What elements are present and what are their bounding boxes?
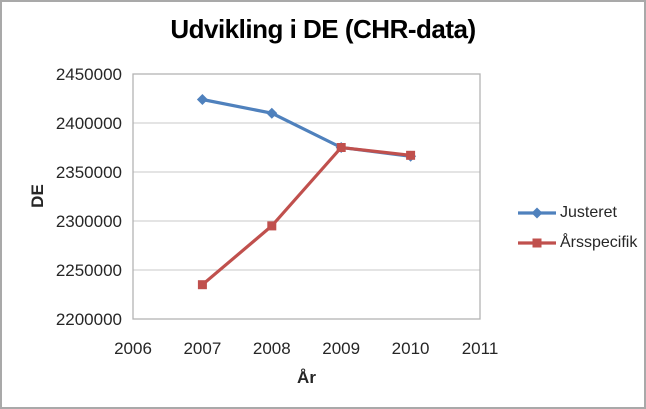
legend-entry-justeret: Justeret [518,198,637,228]
series-line-1 [201,145,411,286]
series-line-0 [202,97,411,158]
x-tick-label: 2009 [322,339,361,358]
legend-label: Justeret [560,204,617,221]
y-tick-label: 2200000 [55,309,122,329]
y-axis-title: DE [27,184,47,208]
square-marker [267,221,277,231]
x-axis-title: År [297,368,316,387]
legend-key-icon [518,238,556,248]
legend-label: Årsspecifik [560,234,638,251]
square-marker [406,150,416,160]
y-tick-label: 2250000 [55,260,122,280]
diamond-marker [196,94,208,105]
x-tick-label: 2011 [461,339,499,358]
y-tick-label: 2400000 [55,113,122,133]
y-tick-label: 2300000 [55,211,122,231]
y-tick-label: 2450000 [55,64,122,84]
square-marker [197,280,207,290]
x-tick-label: 2010 [391,339,430,358]
legend: Justeret Årsspecifik [518,198,637,258]
x-tick-label: 2006 [114,339,152,358]
chart-title: Udvikling i DE (CHR-data) [170,14,476,44]
legend-key-icon [518,207,556,219]
x-tick-label: 2008 [252,339,291,358]
legend-entry-aarsspecifik: Årsspecifik [518,228,637,258]
square-marker [336,143,346,152]
plot-border [132,73,481,320]
y-tick-label: 2350000 [55,162,122,182]
diamond-marker [266,107,278,119]
x-tick-label: 2007 [183,339,222,358]
